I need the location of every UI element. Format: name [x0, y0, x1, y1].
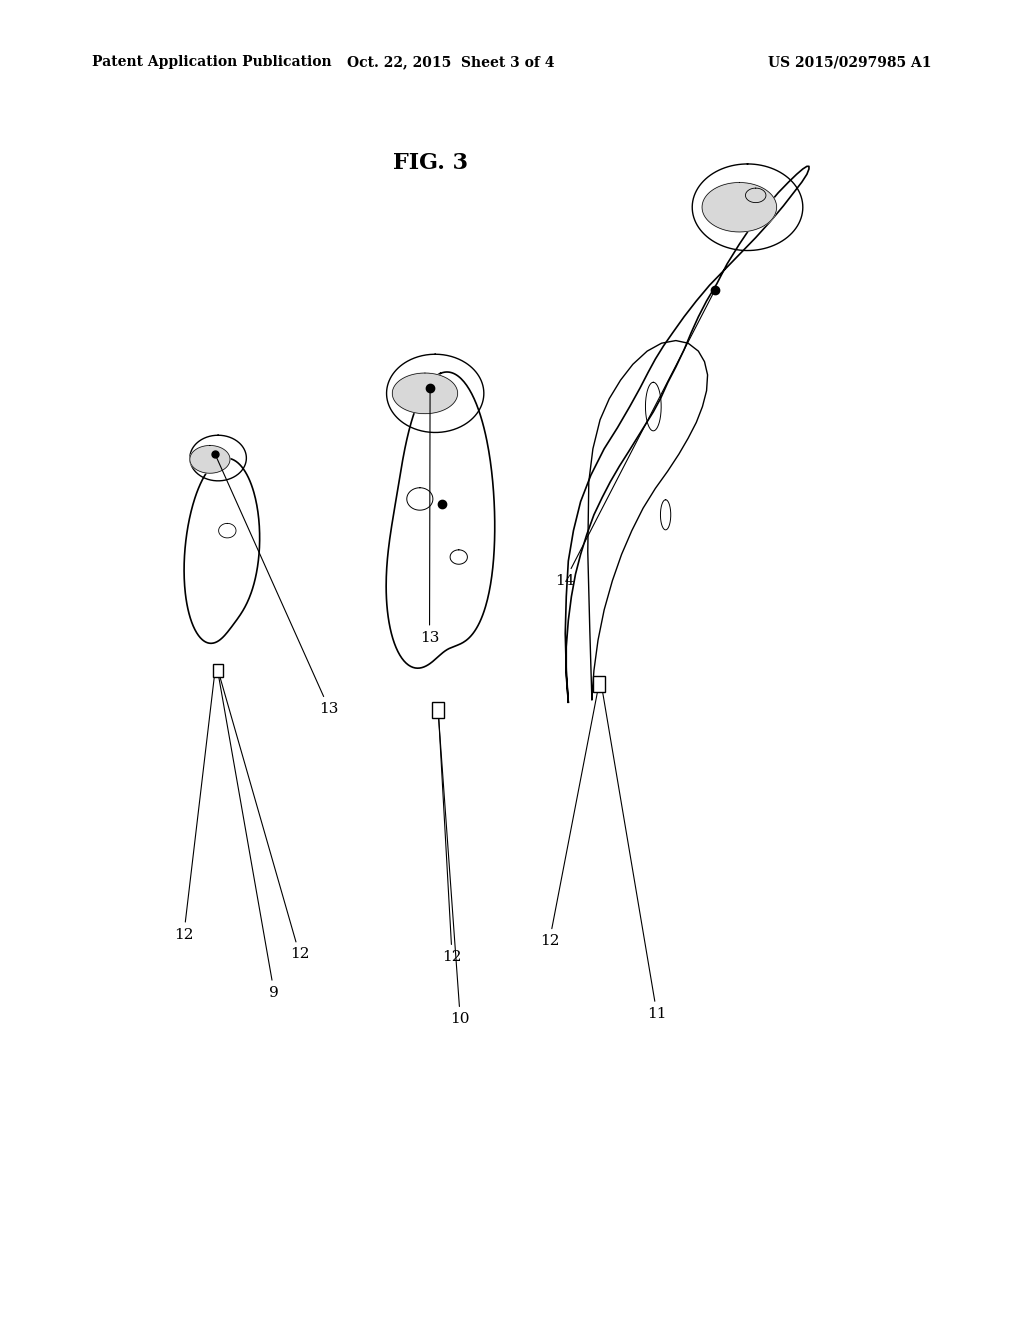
- Text: 14: 14: [555, 293, 714, 587]
- Polygon shape: [189, 446, 230, 473]
- Text: 13: 13: [216, 457, 339, 715]
- Polygon shape: [702, 182, 776, 232]
- Text: 12: 12: [219, 673, 309, 961]
- Bar: [432, 702, 444, 718]
- Text: 12: 12: [174, 673, 215, 941]
- Text: Oct. 22, 2015  Sheet 3 of 4: Oct. 22, 2015 Sheet 3 of 4: [347, 55, 554, 70]
- Text: 9: 9: [218, 676, 280, 999]
- Text: 11: 11: [602, 692, 667, 1020]
- Text: 13: 13: [420, 391, 439, 644]
- Text: US 2015/0297985 A1: US 2015/0297985 A1: [768, 55, 932, 70]
- Polygon shape: [392, 374, 458, 413]
- Text: Patent Application Publication: Patent Application Publication: [92, 55, 332, 70]
- Bar: [213, 664, 223, 677]
- Text: 10: 10: [438, 715, 470, 1026]
- Bar: [593, 676, 605, 692]
- Text: FIG. 3: FIG. 3: [392, 152, 468, 174]
- Text: 12: 12: [438, 713, 462, 964]
- Text: 12: 12: [540, 686, 598, 948]
